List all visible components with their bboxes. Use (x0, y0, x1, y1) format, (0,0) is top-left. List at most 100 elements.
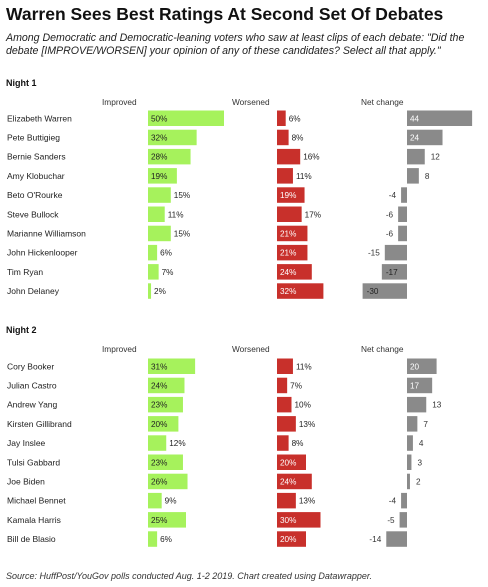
worsened-bar (277, 473, 312, 490)
improved-value-label: 20% (151, 420, 167, 429)
worsened-value-label: 17% (305, 210, 321, 219)
column-header-improved: Improved (102, 344, 137, 354)
net-change-bar (407, 110, 473, 126)
improved-bar (148, 492, 162, 509)
worsened-value-label: 30% (280, 516, 296, 525)
net-change-bar (381, 264, 407, 280)
net-change-bar (407, 454, 412, 470)
improved-bar (148, 358, 196, 374)
improved-value-label: 6% (160, 535, 172, 544)
improved-bar (148, 129, 197, 146)
net-change-value-label: -14 (369, 535, 381, 544)
net-change-bar (401, 492, 407, 509)
improved-value-label: 9% (165, 497, 177, 506)
section-title: Night 1 (6, 78, 37, 88)
worsened-bar (277, 512, 321, 528)
improved-value-label: 7% (162, 268, 174, 277)
worsened-value-label: 32% (280, 287, 296, 296)
improved-bar (148, 110, 224, 126)
candidate-name: Elizabeth Warren (7, 113, 72, 123)
net-change-bar (398, 206, 407, 222)
worsened-value-label: 21% (280, 229, 296, 238)
improved-bar (148, 148, 191, 165)
worsened-bar (277, 435, 289, 451)
column-header-net-change: Net change (361, 97, 404, 107)
worsened-bar (277, 531, 306, 547)
improved-value-label: 6% (160, 249, 172, 258)
candidate-name: Kamala Harris (7, 515, 61, 525)
net-change-bar (398, 225, 407, 242)
worsened-value-label: 21% (280, 249, 296, 258)
candidate-name: John Delaney (7, 286, 60, 296)
worsened-bar (277, 110, 286, 126)
improved-value-label: 31% (151, 362, 167, 371)
improved-bar (148, 225, 171, 242)
net-change-value-label: -5 (387, 516, 395, 525)
column-header-worsened: Worsened (232, 97, 270, 107)
net-change-value-label: 13 (432, 401, 442, 410)
net-change-bar (407, 129, 443, 146)
worsened-bar (277, 416, 296, 432)
improved-bar (148, 435, 167, 451)
net-change-bar (399, 512, 407, 528)
net-change-bar (407, 473, 410, 490)
net-change-value-label: 4 (419, 439, 424, 448)
improved-value-label: 15% (174, 229, 190, 238)
worsened-value-label: 24% (280, 268, 296, 277)
improved-value-label: 28% (151, 153, 167, 162)
net-change-bar (407, 168, 419, 184)
column-header-improved: Improved (102, 97, 137, 107)
improved-bar (148, 454, 183, 470)
chart-subtitle: Among Democratic and Democratic-leaning … (6, 32, 465, 57)
improved-bar (148, 512, 186, 528)
net-change-bar (407, 148, 425, 165)
candidate-name: Joe Biden (7, 476, 45, 486)
worsened-bar (277, 358, 293, 374)
net-change-bar (362, 283, 407, 299)
candidate-name: Marianne Williamson (7, 228, 86, 238)
worsened-bar (277, 264, 312, 280)
improved-bar (148, 377, 185, 394)
chart-title: Warren Sees Best Ratings At Second Set O… (6, 4, 444, 24)
improved-value-label: 25% (151, 516, 167, 525)
net-change-value-label: -30 (367, 287, 379, 296)
improved-bar (148, 206, 165, 222)
worsened-bar (277, 129, 289, 146)
net-change-bar (384, 244, 407, 261)
net-change-value-label: -6 (386, 210, 394, 219)
net-change-value-label: 24 (410, 133, 420, 142)
improved-bar (148, 473, 188, 490)
worsened-value-label: 11% (296, 172, 312, 181)
candidate-name: Jay Inslee (7, 438, 46, 448)
improved-value-label: 15% (174, 191, 190, 200)
column-header-worsened: Worsened (232, 344, 270, 354)
net-change-value-label: 3 (417, 458, 422, 467)
candidate-name: Bill de Blasio (7, 534, 56, 544)
net-change-bar (407, 377, 433, 394)
worsened-bar (277, 454, 306, 470)
improved-bar (148, 531, 158, 547)
net-change-value-label: -4 (389, 191, 397, 200)
worsened-bar (277, 283, 324, 299)
worsened-value-label: 7% (290, 381, 302, 390)
net-change-value-label: -15 (368, 249, 380, 258)
candidate-name: Tulsi Gabbard (7, 457, 60, 467)
worsened-value-label: 16% (303, 153, 319, 162)
net-change-bar (407, 358, 437, 374)
net-change-value-label: 17 (410, 381, 420, 390)
worsened-bar (277, 396, 292, 413)
worsened-value-label: 24% (280, 477, 296, 486)
net-change-value-label: -4 (389, 497, 397, 506)
net-change-bar (386, 531, 407, 547)
worsened-value-label: 10% (295, 401, 311, 410)
worsened-value-label: 8% (292, 133, 304, 142)
worsened-value-label: 8% (292, 439, 304, 448)
improved-bar (148, 283, 152, 299)
net-change-value-label: 2 (416, 477, 421, 486)
worsened-value-label: 20% (280, 535, 296, 544)
improved-value-label: 23% (151, 458, 167, 467)
candidate-name: Pete Buttigieg (7, 132, 60, 142)
candidate-name: Amy Klobuchar (7, 171, 65, 181)
net-change-value-label: 7 (423, 420, 428, 429)
improved-value-label: 50% (151, 114, 167, 123)
